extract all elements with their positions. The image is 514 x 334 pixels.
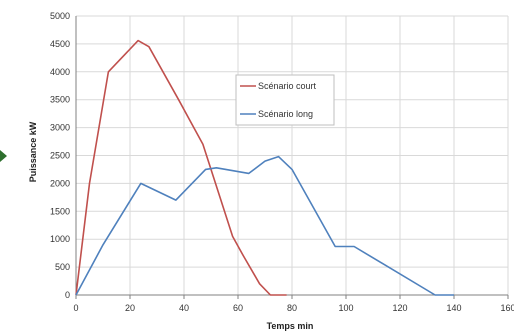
x-tick-labels: 0 20 40 60 80 100 120 140 160 [73,303,514,313]
y-tick-label: 4000 [50,67,70,77]
x-tick-label: 20 [125,303,135,313]
x-tick-label: 80 [287,303,297,313]
series-line-scenario-court [75,39,287,296]
y-tick-label: 3500 [50,95,70,105]
gridlines [75,15,509,296]
x-tick-label: 40 [179,303,189,313]
y-tick-label: 2000 [50,178,70,188]
y-tick-label: 0 [65,290,70,300]
x-tick-label: 120 [392,303,407,313]
x-tick-label: 100 [338,303,353,313]
legend-label-scenario-long: Scénario long [258,109,313,119]
legend-box [235,74,335,126]
legend: Scénario court Scénario long [235,74,335,126]
y-tick-label: 500 [55,262,70,272]
x-axis-title: Temps min [267,321,314,331]
y-tick-label: 5000 [50,11,70,21]
series-line-scenario-long [75,155,454,296]
series-lines [75,39,454,296]
legend-label-scenario-court: Scénario court [258,81,317,91]
y-tick-label: 1000 [50,234,70,244]
y-tick-label: 4500 [50,39,70,49]
y-tick-label: 1500 [50,206,70,216]
x-tick-label: 0 [73,303,78,313]
y-tick-label: 2500 [50,151,70,161]
x-tick-label: 60 [233,303,243,313]
y-tick-label: 3000 [50,123,70,133]
x-tick-label: 140 [446,303,461,313]
x-tick-label: 160 [500,303,514,313]
arrow-marker [0,150,7,162]
arrow-marker-icon [0,150,7,162]
y-axis-title: Puissance kW [28,121,38,182]
y-tick-labels: 0 500 1000 1500 2000 2500 3000 3500 4000 4500 5000 [50,11,70,300]
